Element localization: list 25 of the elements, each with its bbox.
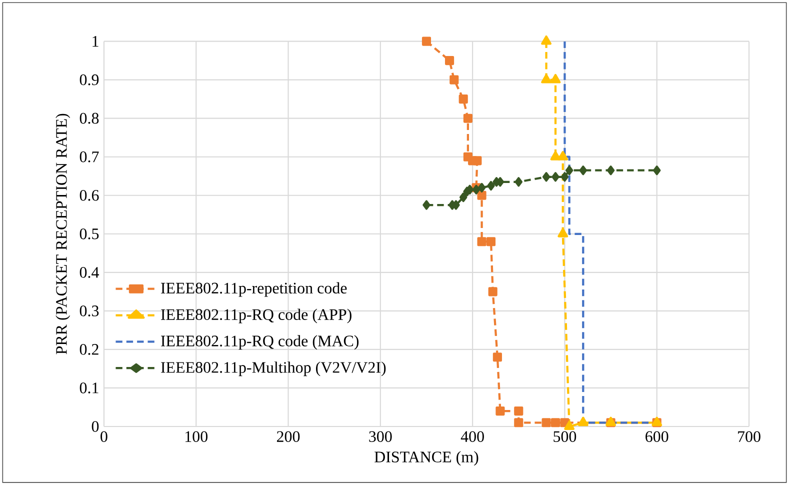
x-tick-label: 300	[369, 431, 392, 442]
x-axis-title: DISTANCE (m)	[374, 451, 478, 466]
x-tick-label: 700	[738, 431, 760, 442]
y-axis-title: PRR (PACKET RECEPTION RATE)	[56, 114, 70, 354]
y-tick-label: 1	[92, 36, 98, 47]
x-tick-label: 400	[460, 431, 484, 442]
legend-label: IEEE802.11p-RQ code (MAC)	[161, 335, 359, 350]
legend-label: IEEE802.11p-RQ code (APP)	[161, 308, 352, 324]
y-tick-label: 0.7	[80, 151, 99, 162]
y-tick-label: 0.9	[80, 74, 99, 86]
legend-label: IEEE802.11p-Multihop (V2V/V2I)	[161, 362, 386, 376]
y-tick-label: 0.6	[80, 190, 99, 201]
x-tick-label: 0	[100, 431, 108, 442]
y-tick-label: 0.2	[80, 344, 98, 355]
legend-label: IEEE802.11p-repetition code	[161, 282, 347, 297]
x-tick-label: 600	[646, 431, 668, 442]
y-tick-label: 0.3	[80, 305, 99, 316]
x-tick-label: 100	[186, 431, 208, 442]
y-tick-label: 0.1	[80, 382, 98, 394]
x-tick-label: 200	[276, 431, 300, 442]
y-tick-label: 0	[92, 421, 99, 432]
y-tick-label: 0.5	[80, 228, 99, 240]
y-tick-label: 0.4	[80, 266, 100, 278]
y-tick-label: 0.8	[80, 112, 99, 124]
x-tick-label: 500	[554, 431, 576, 442]
